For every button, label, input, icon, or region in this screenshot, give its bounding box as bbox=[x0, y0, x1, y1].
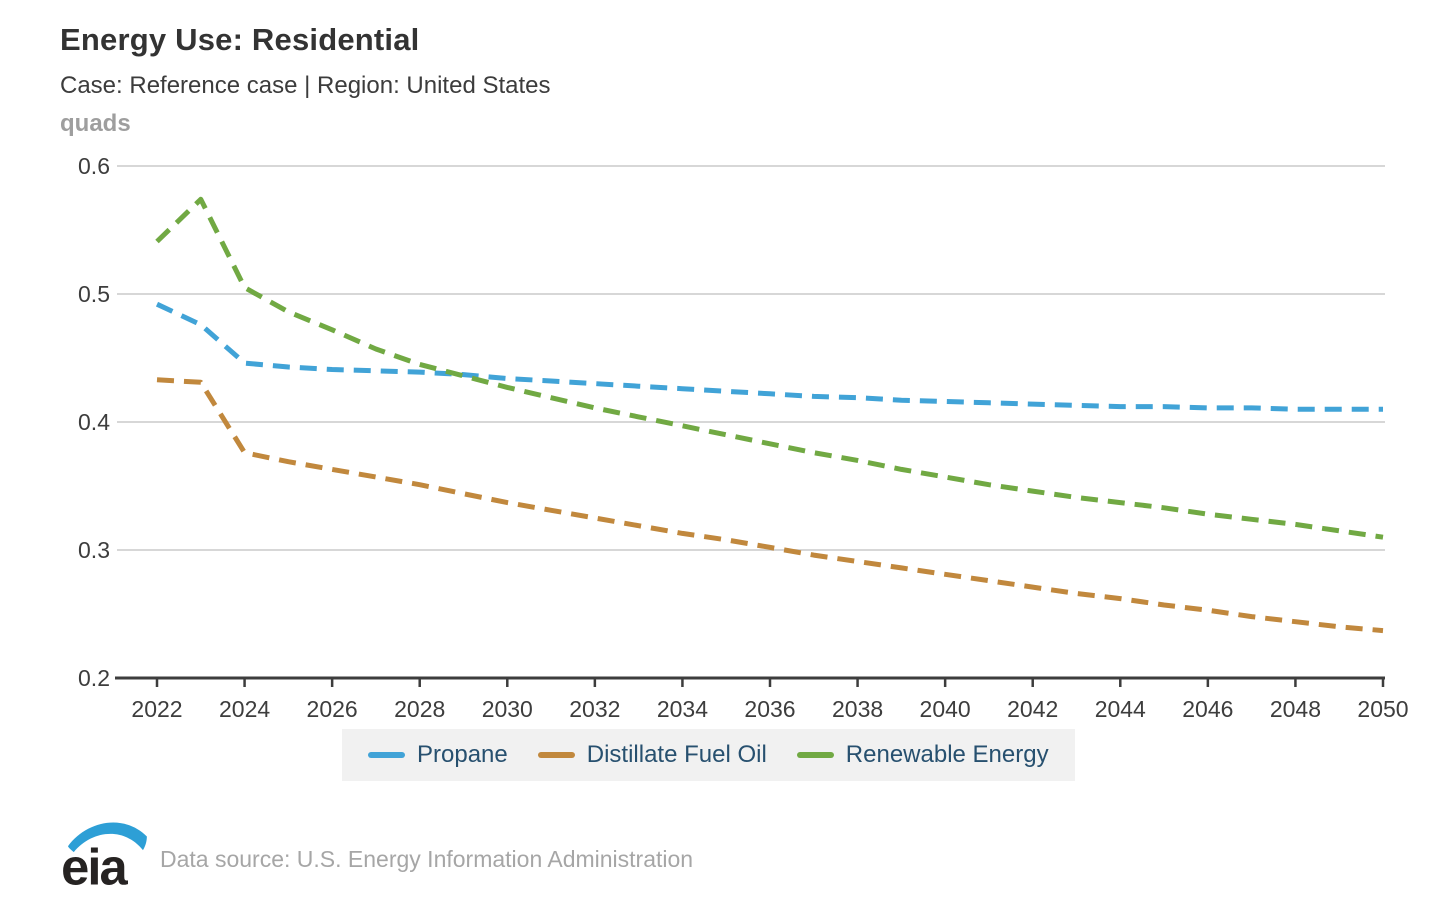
x-tick-label: 2038 bbox=[832, 696, 883, 722]
x-tick-label: 2028 bbox=[394, 696, 445, 722]
series-line-distillate-fuel-oil bbox=[156, 377, 1384, 634]
renewable-line-swatch-icon bbox=[796, 752, 834, 758]
chart-legend: Propane Distillate Fuel Oil Renewable En… bbox=[342, 729, 1075, 781]
x-tick-label: 2050 bbox=[1357, 696, 1408, 722]
y-axis-units-label: quads bbox=[60, 110, 131, 137]
y-tick-label: 0.5 bbox=[78, 281, 110, 307]
data-source-text: Data source: U.S. Energy Information Adm… bbox=[160, 846, 694, 872]
legend-item-propane: Propane bbox=[368, 741, 508, 769]
x-tick-label: 2022 bbox=[131, 696, 182, 722]
x-tick-label: 2042 bbox=[1007, 696, 1058, 722]
legend-label: Renewable Energy bbox=[845, 741, 1049, 768]
x-tick-label: 2046 bbox=[1182, 696, 1233, 722]
eia-logo-swoosh-icon bbox=[67, 822, 147, 853]
x-tick-label: 2044 bbox=[1095, 696, 1146, 722]
x-tick-label: 2034 bbox=[657, 696, 708, 722]
line-chart: 0.2 0.3 0.4 0.5 0.6 2022 2024 2026 2028 2030 2032 2… bbox=[78, 153, 1409, 722]
eia-logo: eia bbox=[61, 822, 147, 894]
y-tick-label: 0.3 bbox=[78, 537, 110, 563]
series-line-propane bbox=[155, 301, 1383, 412]
x-tick-label: 2048 bbox=[1270, 696, 1321, 722]
distillate-line-swatch-icon bbox=[537, 752, 575, 758]
propane-line-swatch-icon bbox=[368, 752, 405, 758]
page-title: Energy Use: Residential bbox=[60, 22, 420, 57]
legend-item-renewable-energy: Renewable Energy bbox=[796, 741, 1049, 769]
x-tick-label: 2024 bbox=[219, 696, 270, 722]
chart-subtitle: Case: Reference case | Region: United St… bbox=[60, 72, 551, 99]
x-tick-label: 2040 bbox=[920, 696, 971, 722]
x-tick-label: 2026 bbox=[307, 696, 358, 722]
y-tick-label: 0.2 bbox=[78, 665, 110, 691]
legend-label: Propane bbox=[417, 741, 508, 768]
series-line-renewable-energy bbox=[155, 196, 1384, 540]
legend-label: Distillate Fuel Oil bbox=[586, 741, 767, 768]
legend-item-distillate-fuel-oil: Distillate Fuel Oil bbox=[537, 741, 767, 769]
x-tick-label: 2036 bbox=[744, 696, 795, 722]
y-tick-label: 0.4 bbox=[78, 409, 110, 435]
x-tick-label: 2032 bbox=[569, 696, 620, 722]
eia-logo-text: eia bbox=[61, 838, 128, 894]
y-tick-label: 0.6 bbox=[78, 153, 110, 179]
x-tick-label: 2030 bbox=[482, 696, 533, 722]
